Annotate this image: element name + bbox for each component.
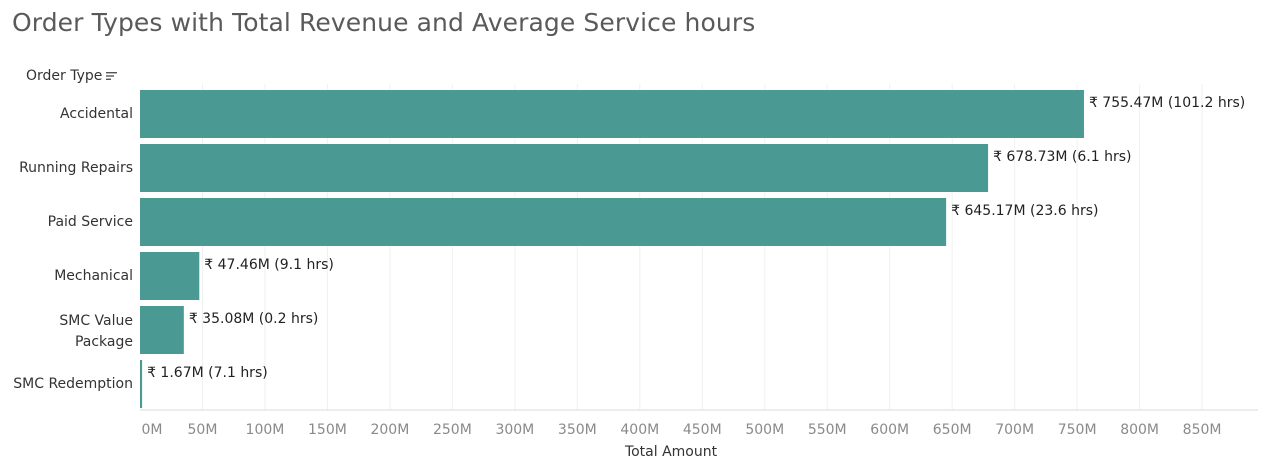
category-label: Accidental <box>60 105 133 122</box>
x-tick-label: 700M <box>995 422 1034 438</box>
x-tick-label: 0M <box>142 422 163 438</box>
x-tick-label: 550M <box>808 422 847 438</box>
x-tick-label: 150M <box>308 422 347 438</box>
bar[interactable] <box>140 144 989 192</box>
x-tick-label: 50M <box>188 422 218 438</box>
bar-data-label: ₹ 678.73M (6.1 hrs) <box>993 149 1131 165</box>
x-tick-label: 200M <box>370 422 409 438</box>
x-tick-label: 450M <box>683 422 722 438</box>
bar[interactable] <box>140 360 143 408</box>
bar-data-label: ₹ 47.46M (9.1 hrs) <box>204 257 334 273</box>
x-tick-label: 600M <box>870 422 909 438</box>
sort-descending-icon[interactable] <box>106 71 118 81</box>
x-tick-label: 400M <box>620 422 659 438</box>
chart-title: Order Types with Total Revenue and Avera… <box>12 8 756 37</box>
order-type-field-label: Order Type <box>26 68 103 84</box>
category-label: SMC Value Package <box>59 313 133 350</box>
bar[interactable] <box>140 198 947 246</box>
category-label: SMC Redemption <box>13 375 133 392</box>
x-tick-label: 800M <box>1120 422 1159 438</box>
x-tick-label: 850M <box>1183 422 1222 438</box>
x-tick-label: 750M <box>1058 422 1097 438</box>
bar-data-label: ₹ 35.08M (0.2 hrs) <box>189 311 319 327</box>
category-label: Running Repairs <box>19 159 133 176</box>
x-tick-label: 500M <box>745 422 784 438</box>
bar[interactable] <box>140 306 184 354</box>
x-tick-label: 650M <box>933 422 972 438</box>
category-label: Mechanical <box>54 267 133 284</box>
bar-data-label: ₹ 755.47M (101.2 hrs) <box>1089 95 1245 111</box>
bar-data-label: ₹ 1.67M (7.1 hrs) <box>147 365 268 381</box>
order-type-field-header[interactable]: Order Type <box>26 68 118 84</box>
x-axis-title: Total Amount <box>624 444 718 460</box>
x-tick-label: 300M <box>495 422 534 438</box>
bar[interactable] <box>140 90 1084 138</box>
x-tick-label: 100M <box>246 422 285 438</box>
category-label: Paid Service <box>47 213 133 230</box>
bar[interactable] <box>140 252 200 300</box>
bar-data-label: ₹ 645.17M (23.6 hrs) <box>951 203 1098 219</box>
x-tick-label: 350M <box>558 422 597 438</box>
x-tick-label: 250M <box>433 422 472 438</box>
